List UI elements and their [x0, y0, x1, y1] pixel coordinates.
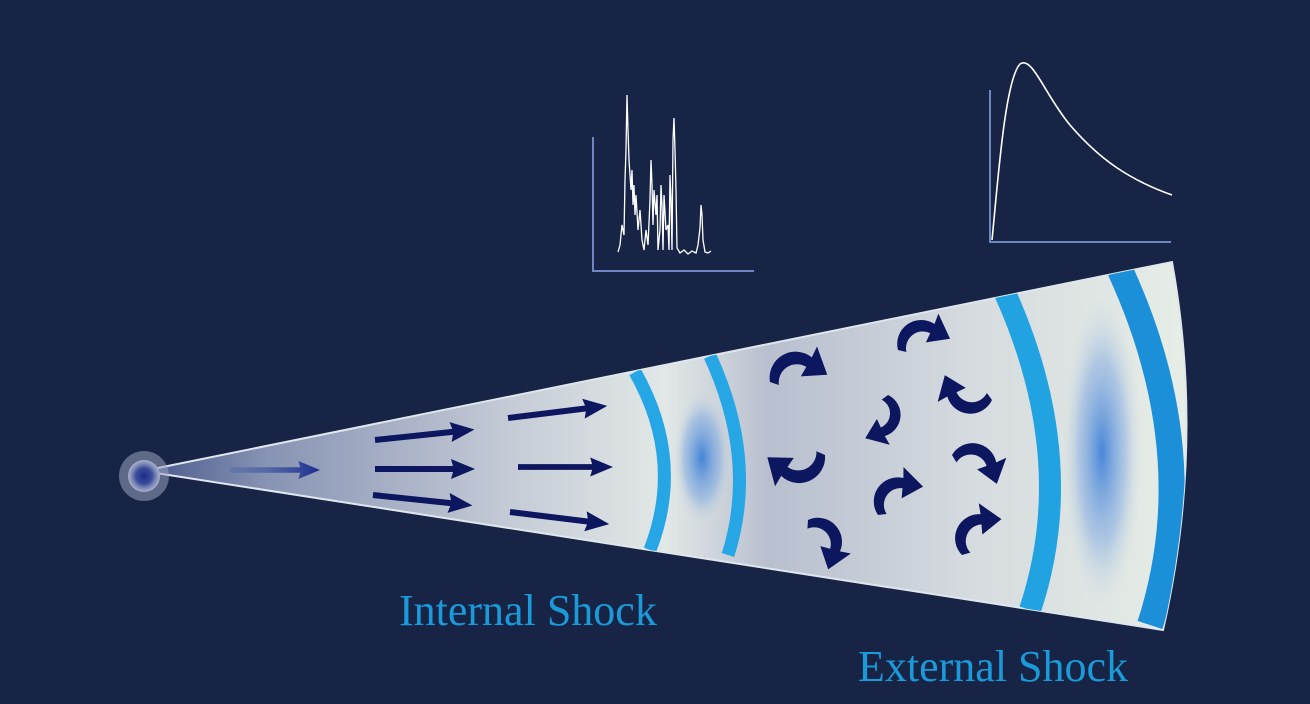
external-shock-front [994, 288, 1061, 614]
afterglow-axes [989, 90, 1171, 243]
central-engine [119, 451, 169, 501]
prompt-axes [592, 137, 754, 272]
afterglow-curve [991, 61, 1173, 241]
internal-shock-front-1 [629, 368, 671, 553]
external-shock-label: External Shock [858, 642, 1129, 691]
prompt-curve [617, 94, 712, 255]
prompt-light-curve [592, 94, 754, 272]
outer-shock-edge [1108, 264, 1185, 629]
internal-shock-front-2 [704, 353, 747, 557]
internal-shock-label: Internal Shock [399, 586, 657, 635]
afterglow-light-curve [989, 61, 1173, 243]
internal-shell-glow [672, 388, 732, 528]
external-shell-glow [1060, 287, 1144, 617]
